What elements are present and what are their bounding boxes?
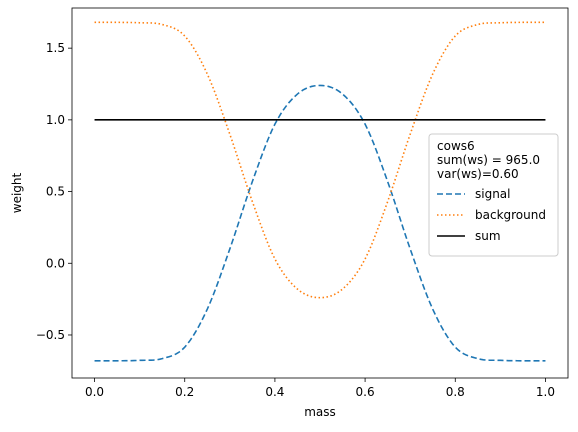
x-tick-label: 0.8 — [446, 385, 465, 399]
x-tick-label: 1.0 — [536, 385, 555, 399]
x-tick-label: 0.0 — [85, 385, 104, 399]
legend-label-sum: sum — [475, 229, 501, 243]
legend-label-signal: signal — [475, 187, 511, 201]
legend-title-line: cows6 — [437, 139, 475, 153]
x-axis-label: mass — [304, 405, 336, 419]
plot-area-frame — [71, 7, 569, 379]
plot-lines — [94, 21, 546, 362]
y-axis-ticks: −0.5 0.0 0.5 1.0 1.5 — [36, 41, 72, 342]
x-tick-label: 0.6 — [356, 385, 375, 399]
legend-box — [428, 133, 559, 257]
series-line-signal — [94, 84, 546, 362]
legend-label-background: background — [475, 208, 546, 222]
y-tick-label: 1.5 — [46, 41, 65, 55]
legend-title-line: sum(ws) = 965.0 — [437, 153, 540, 167]
x-tick-label: 0.4 — [265, 385, 284, 399]
y-tick-label: −0.5 — [36, 328, 65, 342]
y-tick-label: 1.0 — [46, 113, 65, 127]
y-axis-label: weight — [10, 172, 24, 213]
legend-title-line: var(ws)=0.60 — [437, 167, 519, 181]
x-axis-ticks: 0.0 0.2 0.4 0.6 0.8 1.0 — [85, 378, 555, 399]
x-tick-label: 0.2 — [175, 385, 194, 399]
y-tick-label: 0.0 — [46, 256, 65, 270]
y-tick-label: 0.5 — [46, 185, 65, 199]
series-line-background — [94, 21, 546, 299]
